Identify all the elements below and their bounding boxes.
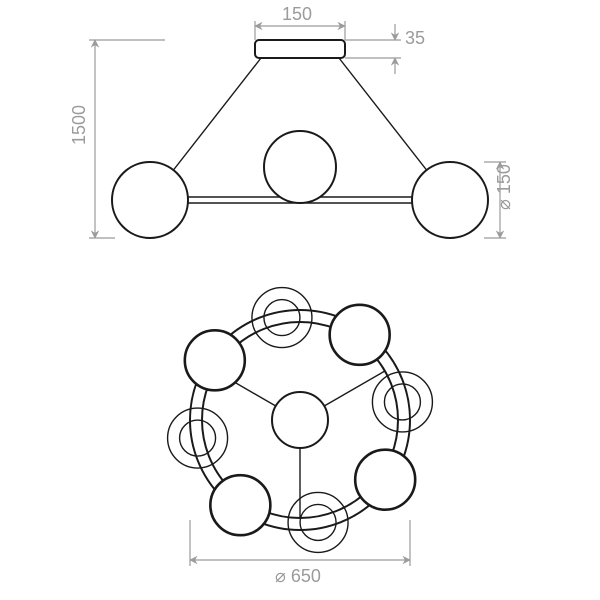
dim-height-label: 1500 (69, 105, 89, 145)
dim-globe-label: ⌀ 150 (494, 164, 514, 210)
right-globe-side (412, 162, 488, 238)
ceiling-cap (255, 40, 345, 58)
dark-globe-1 (210, 475, 270, 535)
center-globe-top (272, 392, 328, 448)
center-globe-side (264, 131, 336, 203)
dim-cap-width-label: 150 (282, 4, 312, 24)
dim-ring-label: ⌀ 650 (275, 566, 321, 586)
left-globe-side (112, 162, 188, 238)
dark-globe-3 (330, 305, 390, 365)
dim-cap-height-label: 35 (405, 28, 425, 48)
dark-globe-2 (185, 330, 245, 390)
dark-globe-0 (355, 450, 415, 510)
technical-drawing: 1500 150 35 ⌀ 150 ⌀ 650 (0, 0, 600, 600)
